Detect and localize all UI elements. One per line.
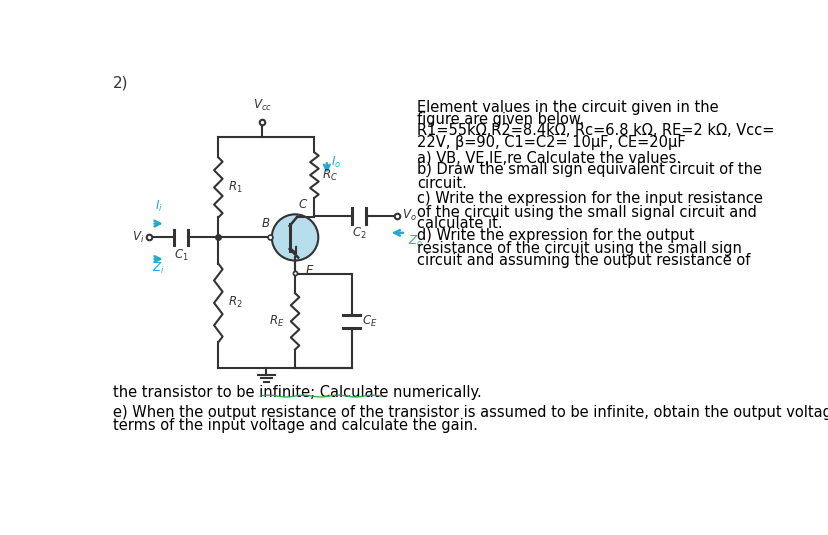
Text: $Z_i$: $Z_i$ <box>152 261 165 276</box>
Text: calculate it.: calculate it. <box>417 216 503 231</box>
Text: $C_E$: $C_E$ <box>362 314 378 329</box>
Text: R1=55kΩ,R2=8.4kΩ, Rc=6.8 kΩ, RE=2 kΩ, Vcc=: R1=55kΩ,R2=8.4kΩ, Rc=6.8 kΩ, RE=2 kΩ, Vc… <box>417 124 774 139</box>
Text: 2): 2) <box>113 76 128 91</box>
Text: e) When the output resistance of the transistor is assumed to be infinite, obtai: e) When the output resistance of the tra… <box>113 406 828 421</box>
Text: E: E <box>306 264 313 277</box>
Text: 22V, β=90, C1=C2= 10μF, CE=20μF: 22V, β=90, C1=C2= 10μF, CE=20μF <box>417 135 686 150</box>
Text: a) VB, VE,IE,re Calculate the values.: a) VB, VE,IE,re Calculate the values. <box>417 150 681 165</box>
Text: $I_o$: $I_o$ <box>330 155 340 170</box>
Text: $I_i$: $I_i$ <box>155 199 162 215</box>
Text: b) Draw the small sign equivalent circuit of the: b) Draw the small sign equivalent circui… <box>417 162 762 177</box>
Text: the transistor to be infinite; Calculate numerically.: the transistor to be infinite; Calculate… <box>113 385 481 400</box>
Text: resistance of the circuit using the small sign: resistance of the circuit using the smal… <box>417 241 742 256</box>
Text: $R_2$: $R_2$ <box>228 295 242 310</box>
Text: circuit.: circuit. <box>417 176 467 191</box>
Circle shape <box>272 215 318 261</box>
Text: $Z_o$: $Z_o$ <box>407 234 422 249</box>
Text: B: B <box>262 217 269 230</box>
Text: terms of the input voltage and calculate the gain.: terms of the input voltage and calculate… <box>113 418 477 433</box>
Text: d) Write the expression for the output: d) Write the expression for the output <box>417 228 694 243</box>
Text: figure are given below.: figure are given below. <box>417 112 584 127</box>
Text: $V_{cc}$: $V_{cc}$ <box>253 98 272 113</box>
Text: $R_E$: $R_E$ <box>268 314 284 329</box>
Text: $V_i$: $V_i$ <box>132 230 144 245</box>
Text: Element values in the circuit given in the: Element values in the circuit given in t… <box>417 101 718 116</box>
Text: of the circuit using the small signal circuit and: of the circuit using the small signal ci… <box>417 205 757 220</box>
Text: circuit and assuming the output resistance of: circuit and assuming the output resistan… <box>417 253 750 268</box>
Text: $R_1$: $R_1$ <box>228 180 242 195</box>
Text: $R_C$: $R_C$ <box>322 167 338 182</box>
Text: $V_o$: $V_o$ <box>402 208 416 224</box>
Text: C: C <box>298 197 306 210</box>
Text: c) Write the expression for the input resistance: c) Write the expression for the input re… <box>417 191 763 207</box>
Text: $C_2$: $C_2$ <box>352 226 366 241</box>
Text: $C_1$: $C_1$ <box>174 248 188 263</box>
